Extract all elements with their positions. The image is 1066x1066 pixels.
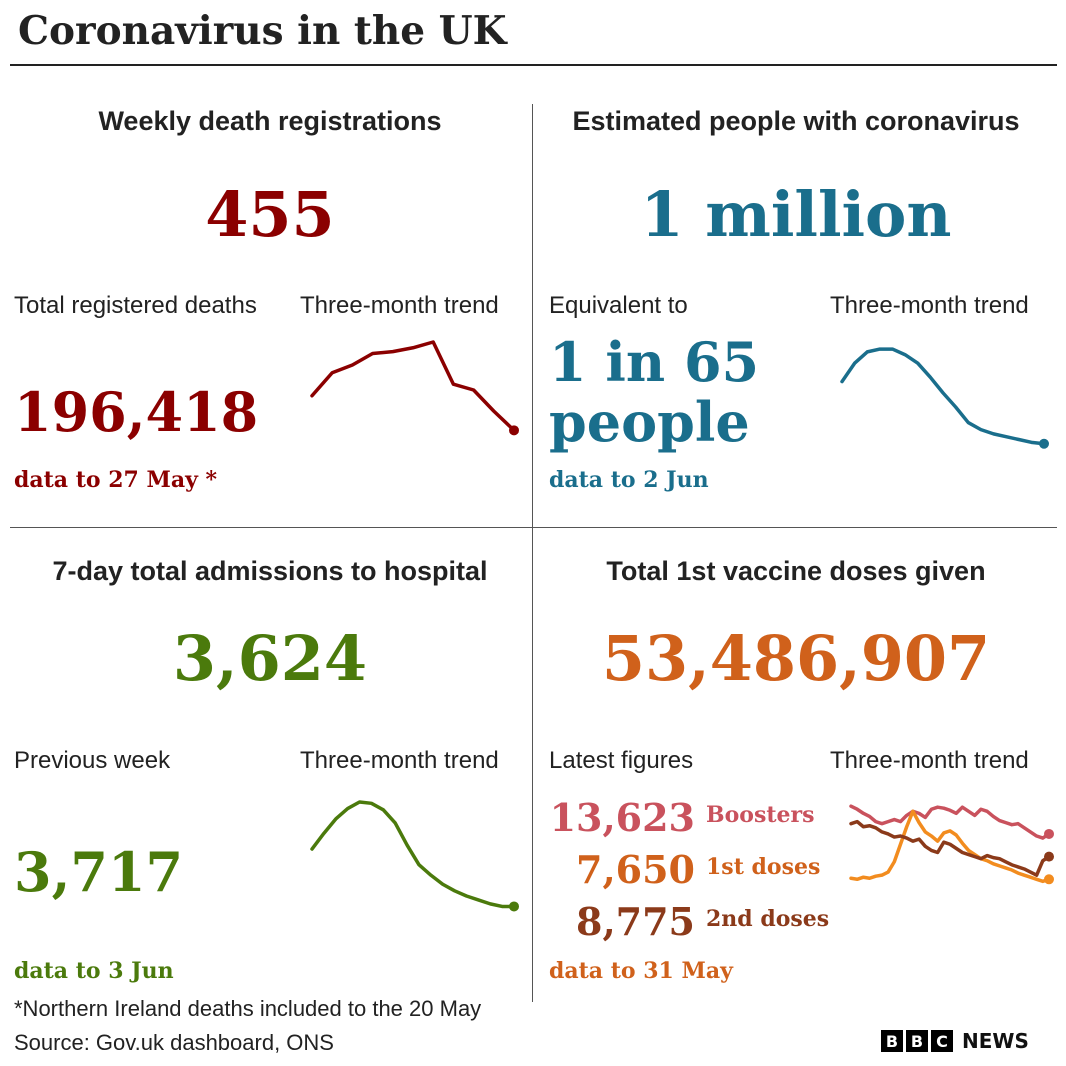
infections-trend-end-point: [1039, 438, 1049, 449]
vaccine-first-doses-value: 7,650: [576, 847, 695, 892]
hospital-trend-chart: [310, 800, 519, 912]
vaccine-boosters-trend-end-point: [1044, 828, 1054, 839]
vaccine-trend-chart: [849, 804, 1054, 885]
deaths-trend-line: [310, 340, 516, 433]
vaccine-second-doses-value: 8,775: [576, 899, 695, 944]
hospital-data-note: data to 3 Jun: [14, 958, 174, 984]
deaths-total-label: Total registered deaths: [14, 292, 257, 319]
deaths-weekly-value: 455: [205, 178, 335, 251]
infections-ratio-line1: 1 in 65: [549, 330, 760, 394]
vaccine-data-note: data to 31 May: [549, 958, 733, 984]
infections-panel-title: Estimated people with coronavirus: [572, 106, 1020, 136]
deaths-trend-label: Three-month trend: [300, 292, 499, 319]
horizontal-divider: [10, 527, 1057, 528]
infections-estimate-value: 1 million: [640, 178, 952, 251]
vertical-divider: [532, 104, 533, 1002]
infections-trend-label: Three-month trend: [830, 292, 1029, 319]
infections-ratio-line2: people: [549, 390, 750, 454]
hospital-panel-title: 7-day total admissions to hospital: [52, 556, 488, 586]
bbc-logo-letter-2: B: [906, 1030, 928, 1052]
hospital-trend-label: Three-month trend: [300, 747, 499, 774]
vaccine-first-doses-trend-line: [849, 809, 1051, 884]
vaccine-trend-label: Three-month trend: [830, 747, 1029, 774]
deaths-total-value: 196,418: [14, 380, 259, 444]
infections-trend-line: [840, 347, 1046, 446]
hospital-previous-week-value: 3,717: [14, 840, 184, 904]
vaccine-total-value: 53,486,907: [601, 622, 991, 695]
vaccine-second-doses-label: 2nd doses: [706, 906, 830, 932]
deaths-data-note: data to 27 May *: [14, 467, 218, 493]
bbc-logo-letter-1: B: [881, 1030, 903, 1052]
bbc-news-logo: B B C NEWS: [881, 1029, 1029, 1053]
infections-data-note: data to 2 Jun: [549, 467, 709, 493]
deaths-panel-title: Weekly death registrations: [98, 106, 442, 136]
infections-equivalent-label: Equivalent to: [549, 292, 688, 319]
vaccine-boosters-trend-line: [849, 804, 1051, 840]
deaths-trend-end-point: [509, 425, 519, 436]
vaccine-panel-title: Total 1st vaccine doses given: [606, 556, 986, 586]
deaths-trend-chart: [310, 340, 519, 436]
hospital-previous-week-label: Previous week: [14, 747, 171, 774]
vaccine-first-doses-trend-end-point: [1044, 874, 1054, 885]
hospital-trend-line: [310, 800, 516, 909]
vaccine-latest-label: Latest figures: [549, 747, 694, 774]
source-note: Source: Gov.uk dashboard, ONS: [14, 1030, 334, 1055]
vaccine-boosters-label: Boosters: [706, 802, 815, 828]
footnote: *Northern Ireland deaths included to the…: [14, 996, 482, 1021]
vaccine-boosters-value: 13,623: [549, 795, 695, 840]
main-title: Coronavirus in the UK: [18, 8, 507, 54]
hospital-admissions-value: 3,624: [172, 622, 368, 695]
bbc-logo-letter-3: C: [931, 1030, 953, 1052]
bbc-logo-news: NEWS: [962, 1029, 1029, 1053]
vaccine-first-doses-label: 1st doses: [706, 854, 821, 880]
infections-trend-chart: [840, 347, 1049, 449]
vaccine-second-doses-trend-end-point: [1044, 851, 1054, 862]
hospital-trend-end-point: [509, 901, 519, 912]
vaccine-second-doses-trend-line: [849, 819, 1051, 877]
title-rule: [10, 64, 1057, 66]
